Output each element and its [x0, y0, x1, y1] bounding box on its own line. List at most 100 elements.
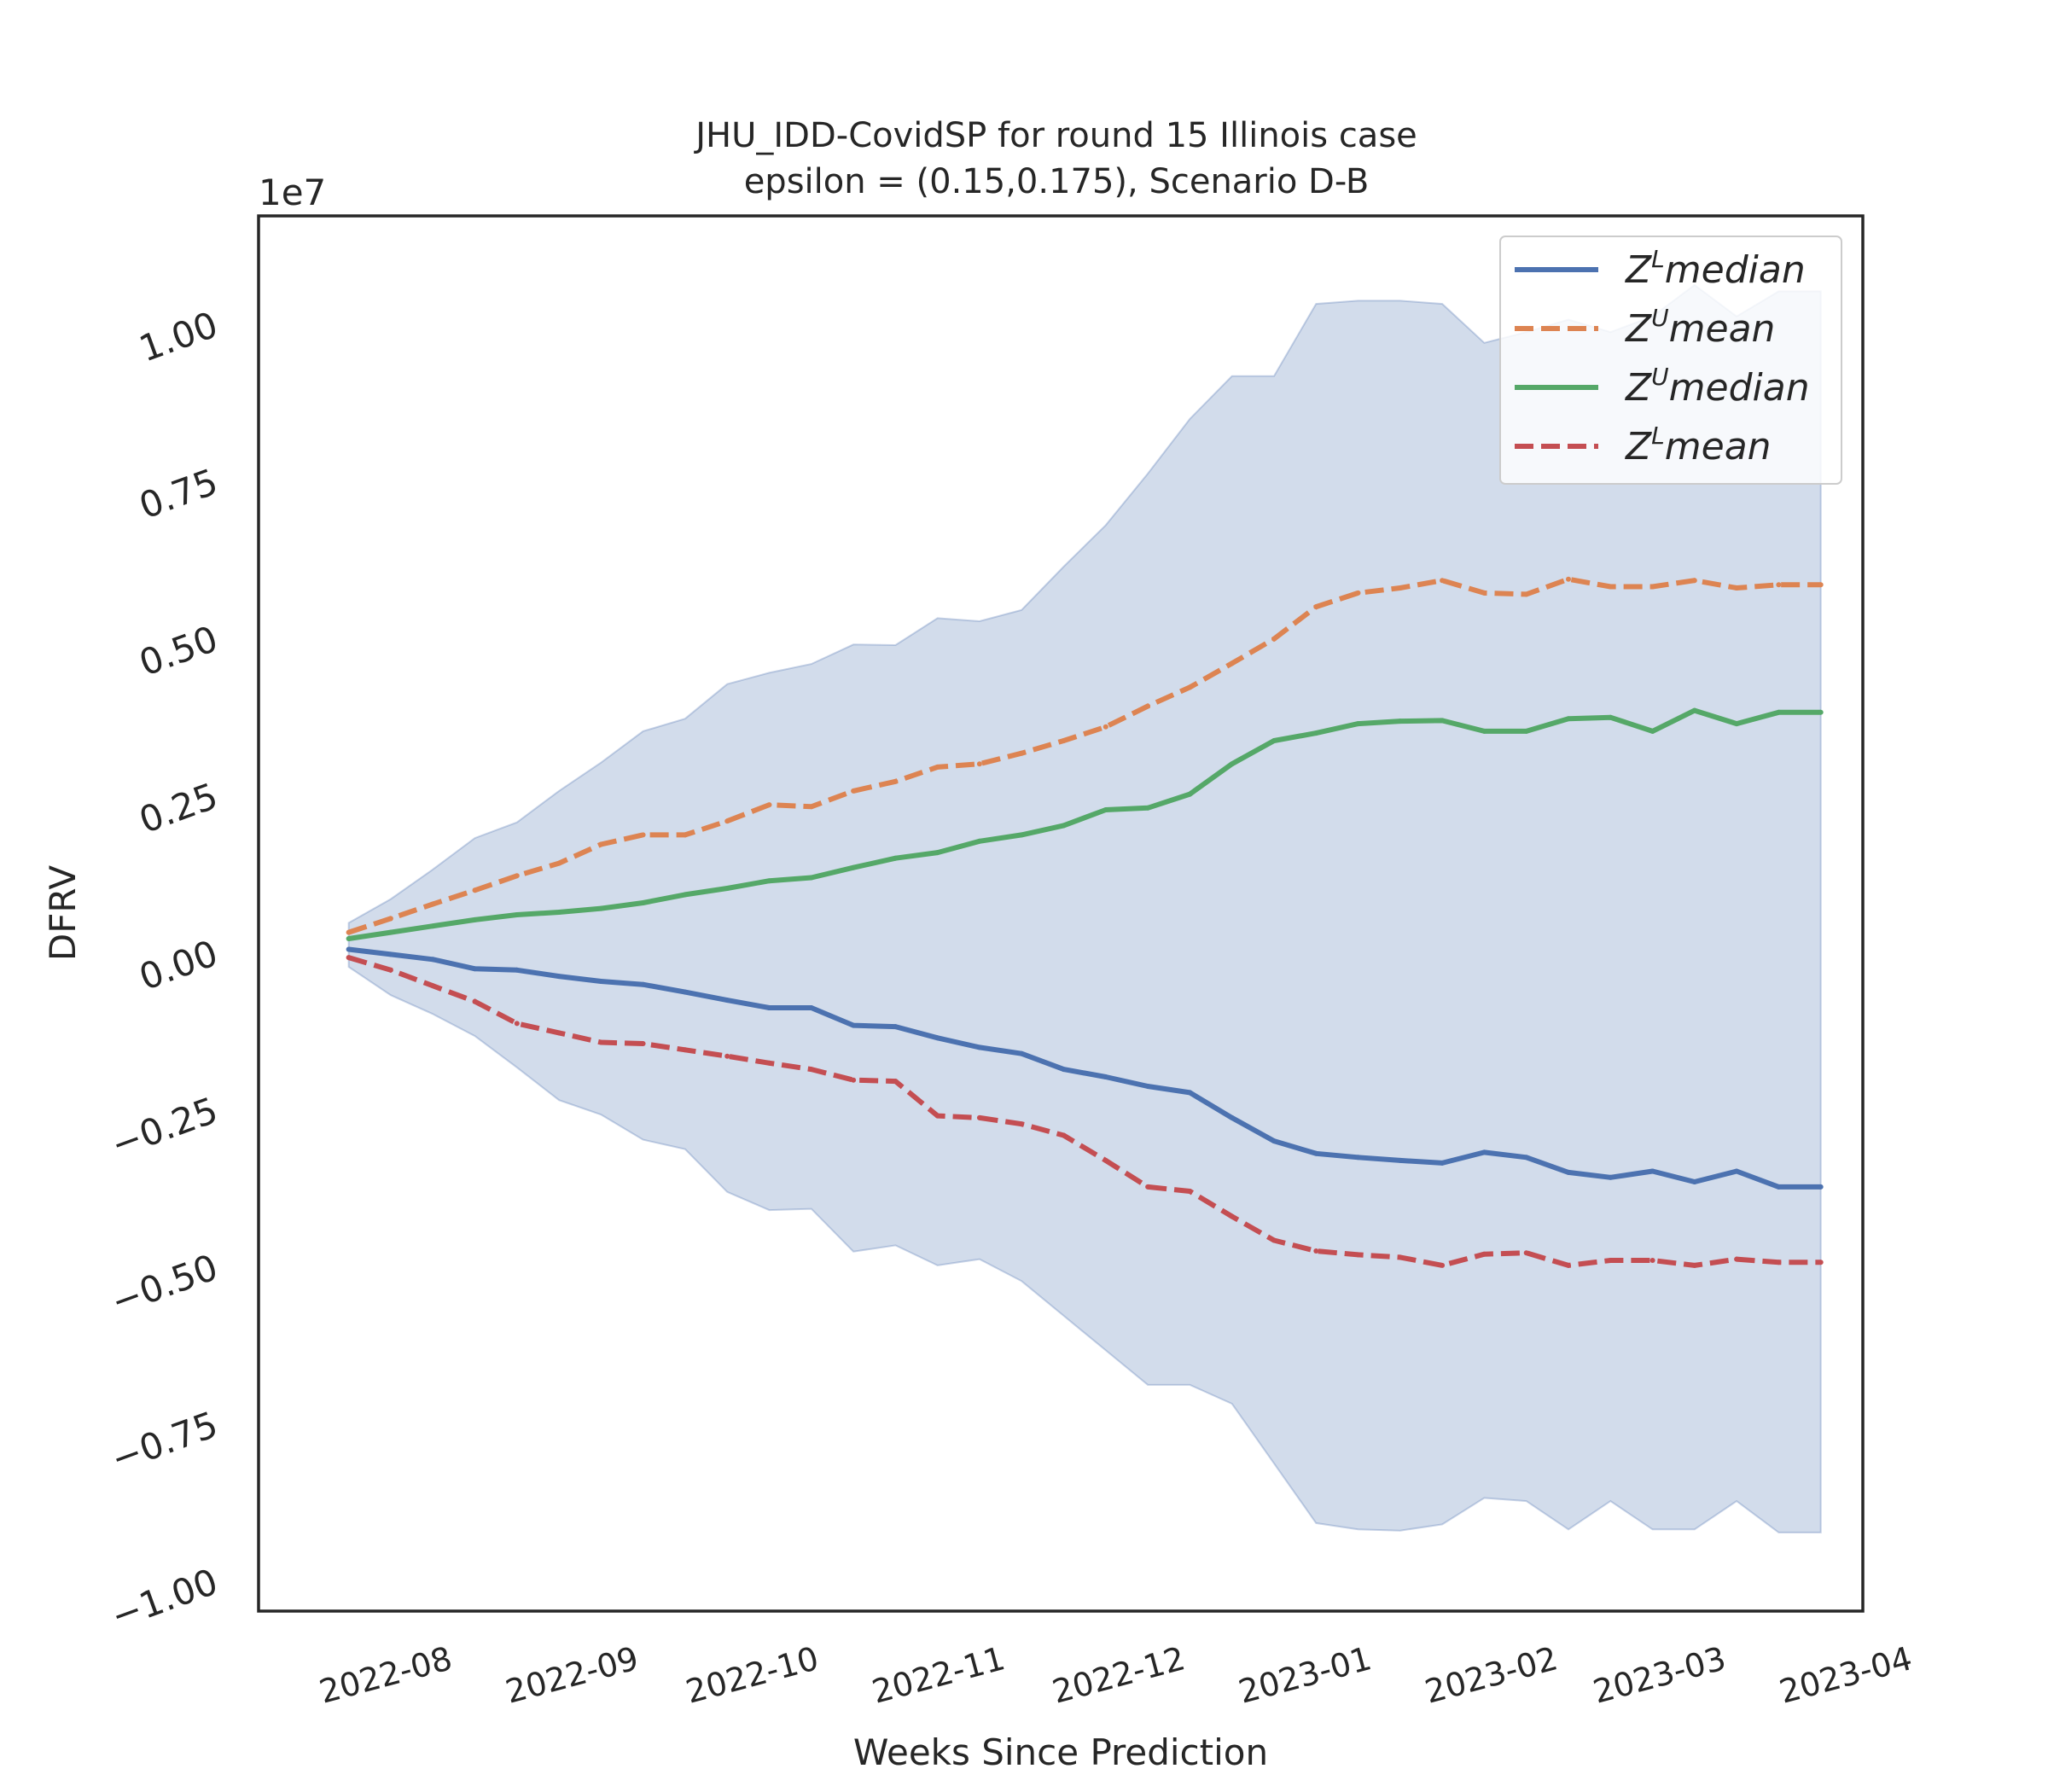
data-point: [1187, 1189, 1193, 1194]
data-point: [1440, 1262, 1446, 1268]
data-point: [724, 998, 730, 1004]
data-point: [893, 778, 899, 784]
data-point: [766, 802, 772, 808]
data-point: [640, 832, 646, 838]
data-point: [1481, 1149, 1487, 1155]
data-point: [1691, 1262, 1697, 1268]
data-point: [976, 1044, 982, 1050]
data-point: [1145, 805, 1151, 811]
data-point: [851, 1022, 857, 1028]
data-point: [1229, 660, 1235, 666]
data-point: [1313, 1248, 1319, 1254]
data-point: [893, 855, 899, 861]
data-point: [640, 981, 646, 987]
legend: ZLmedian ZUmean ZUmedian ZLmean: [1499, 236, 1842, 485]
data-point: [1649, 1258, 1655, 1263]
data-point: [1271, 1237, 1277, 1243]
data-point: [1776, 709, 1782, 715]
data-point: [1271, 1138, 1277, 1144]
y-tick-label: 0.75: [134, 461, 224, 527]
data-point: [1103, 807, 1108, 812]
legend-label: ZUmedian: [1625, 363, 1810, 410]
series-points-0: [346, 946, 1824, 1190]
data-point: [1103, 1074, 1108, 1079]
data-point: [430, 957, 436, 963]
data-point: [766, 878, 772, 884]
y-offset-label: 1e7: [259, 172, 326, 213]
data-point: [556, 1030, 562, 1036]
data-point: [1566, 1169, 1571, 1175]
data-point: [1523, 1155, 1529, 1161]
data-point: [1229, 1114, 1235, 1120]
data-point: [766, 1005, 772, 1010]
series-points-1: [346, 576, 1824, 935]
x-tick-label: 2022-08: [316, 1639, 457, 1711]
plot-frame: [257, 214, 1865, 1613]
data-point: [1691, 578, 1697, 584]
data-point: [724, 886, 730, 891]
y-tick-label: −0.75: [106, 1403, 224, 1480]
data-point: [387, 951, 393, 957]
data-point: [1397, 1157, 1403, 1163]
uncertainty-band: [347, 283, 1822, 1533]
data-point: [1818, 1260, 1824, 1265]
y-tick-label: 0.00: [134, 932, 224, 998]
data-point: [1734, 721, 1740, 727]
data-point: [387, 967, 393, 973]
y-tick-label: 1.00: [134, 304, 224, 370]
data-point: [1355, 721, 1361, 727]
data-point: [346, 936, 352, 941]
x-tick-label: 2022-11: [868, 1639, 1009, 1711]
data-point: [556, 910, 562, 915]
data-point: [1691, 707, 1697, 713]
y-tick-label: −0.25: [106, 1089, 224, 1166]
data-point: [808, 1005, 814, 1010]
data-point: [1103, 1157, 1108, 1163]
data-point: [1271, 636, 1277, 642]
data-point: [851, 788, 857, 794]
x-tick-label: 2023-02: [1421, 1639, 1562, 1711]
x-axis-ticks: 2022-08 2022-09 2022-10 2022-11 2022-12 2023-…: [316, 1639, 1917, 1711]
data-point: [1019, 1050, 1025, 1056]
data-point: [1818, 582, 1824, 588]
data-point: [598, 1039, 604, 1045]
legend-box: [1499, 236, 1842, 485]
data-point: [851, 1077, 857, 1083]
legend-label: ZUmean: [1625, 304, 1775, 351]
data-point: [766, 1060, 772, 1066]
data-point: [1271, 738, 1277, 743]
data-point: [1061, 1132, 1067, 1138]
data-point: [1776, 1260, 1782, 1265]
data-point: [976, 1114, 982, 1120]
data-point: [1649, 1168, 1655, 1174]
data-point: [851, 864, 857, 870]
data-point: [1481, 1251, 1487, 1257]
data-point: [346, 929, 352, 935]
data-point: [1734, 585, 1740, 591]
data-point: [1313, 1150, 1319, 1156]
data-point: [514, 967, 520, 973]
data-point: [556, 974, 562, 980]
data-point: [1397, 585, 1403, 591]
data-point: [976, 761, 982, 767]
data-point: [934, 850, 940, 856]
data-point: [724, 1053, 730, 1059]
data-point: [430, 983, 436, 989]
data-point: [808, 1067, 814, 1073]
data-point: [1608, 714, 1614, 720]
data-point: [1061, 1067, 1067, 1073]
data-point: [1061, 738, 1067, 743]
data-point: [1440, 578, 1446, 584]
data-point: [1523, 591, 1529, 597]
chart-subtitle: epsilon = (0.15,0.175), Scenario D-B: [744, 162, 1370, 201]
data-point: [1313, 730, 1319, 736]
data-point: [1734, 1256, 1740, 1262]
data-point: [387, 916, 393, 922]
data-point: [1397, 1254, 1403, 1260]
series-points-3: [346, 955, 1824, 1268]
data-point: [1355, 1155, 1361, 1161]
legend-label: ZLmean: [1625, 422, 1772, 468]
data-point: [934, 1113, 940, 1119]
data-point: [598, 979, 604, 984]
